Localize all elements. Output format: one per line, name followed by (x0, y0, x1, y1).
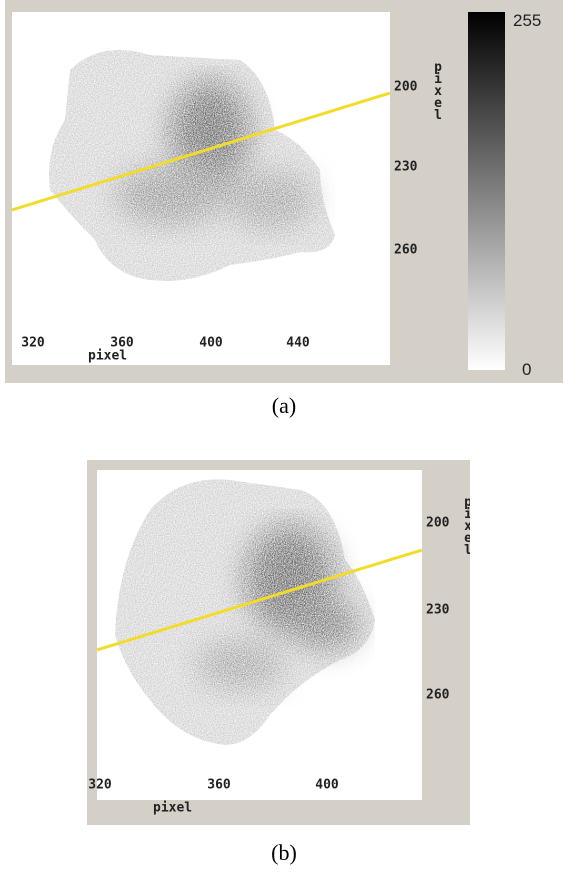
x-axis-label: pixel (88, 349, 127, 364)
x-tick-label: 400 (199, 336, 223, 351)
x-tick-label: 360 (110, 336, 134, 351)
image (12, 50, 390, 281)
x-tick-label: 320 (88, 778, 112, 793)
y-tick-label: 260 (394, 243, 418, 258)
y-tick-label: 230 (426, 603, 450, 618)
y-tick-label: 230 (394, 160, 418, 175)
colorbar-max-label: 255 (513, 11, 541, 30)
image (97, 479, 422, 745)
profile-line (97, 548, 422, 652)
x-tick-label: 400 (315, 778, 339, 793)
y-axis-label: pixel (431, 60, 446, 120)
x-tick-label: 320 (21, 336, 45, 351)
x-tick-label: 440 (286, 336, 310, 351)
y-tick-label: 200 (426, 516, 450, 531)
caption: (a) (272, 393, 296, 418)
profile-line (12, 91, 390, 212)
y-tick-label: 260 (426, 688, 450, 703)
y-axis-label: pixel (461, 495, 476, 555)
x-axis-label: pixel (153, 801, 192, 816)
colorbar-min-label: 0 (522, 360, 531, 379)
caption: (b) (271, 840, 297, 865)
x-tick-label: 360 (207, 778, 231, 793)
y-tick-label: 200 (394, 80, 418, 95)
colorbar (468, 12, 505, 370)
